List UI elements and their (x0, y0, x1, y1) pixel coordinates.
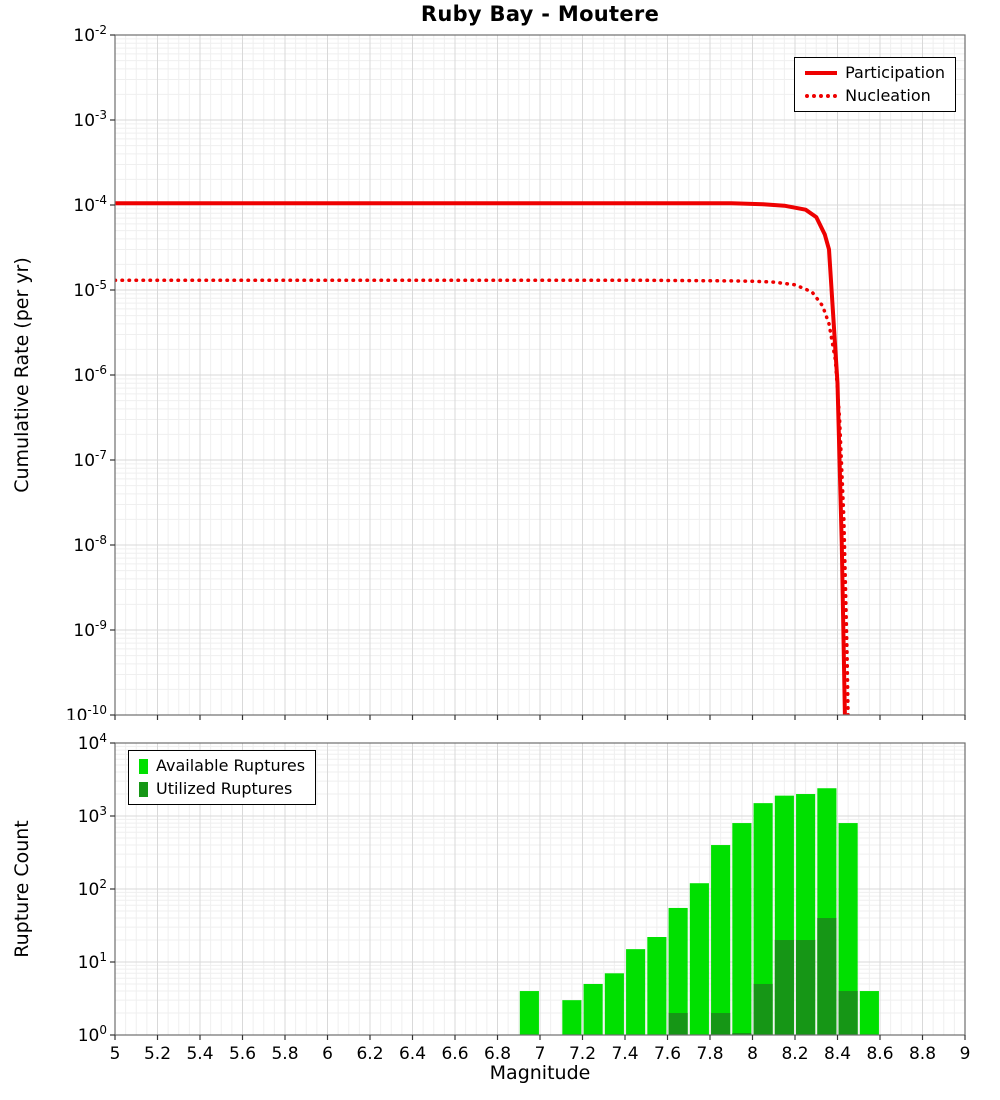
svg-text:5.4: 5.4 (186, 1044, 213, 1064)
available-bars (519, 788, 879, 1035)
svg-text:8.2: 8.2 (781, 1044, 808, 1064)
svg-text:8.4: 8.4 (824, 1044, 851, 1064)
svg-text:104: 104 (78, 731, 107, 754)
svg-text:8.8: 8.8 (909, 1044, 936, 1064)
count-legend: Available Ruptures Utilized Ruptures (128, 750, 317, 805)
participation-line-sample (805, 71, 838, 75)
svg-text:10-3: 10-3 (73, 108, 107, 131)
legend-row-available: Available Ruptures (139, 757, 305, 775)
svg-text:10-8: 10-8 (73, 533, 107, 556)
svg-text:7.4: 7.4 (611, 1044, 638, 1064)
legend-row-participation: Participation (805, 64, 945, 82)
svg-text:10-9: 10-9 (73, 618, 107, 641)
svg-text:10-6: 10-6 (73, 363, 107, 386)
available-label: Available Ruptures (156, 756, 306, 775)
svg-text:10-5: 10-5 (73, 278, 107, 301)
svg-text:102: 102 (78, 877, 107, 900)
participation-curve (115, 201, 847, 715)
rate-legend: Participation Nucleation (794, 57, 956, 112)
svg-text:103: 103 (78, 804, 107, 827)
svg-text:6.4: 6.4 (399, 1044, 426, 1064)
svg-text:5.6: 5.6 (229, 1044, 256, 1064)
svg-text:7: 7 (535, 1044, 546, 1064)
rate-y-axis-label: Cumulative Rate (per yr) (11, 257, 33, 493)
svg-text:6.2: 6.2 (356, 1044, 383, 1064)
svg-text:7.2: 7.2 (569, 1044, 596, 1064)
available-swatch (139, 758, 148, 774)
utilized-bars (668, 918, 858, 1035)
svg-text:5.2: 5.2 (144, 1044, 171, 1064)
axis-ticks: 10-10 10-9 10-8 10-7 10-6 10-5 10-4 10-3 10-2 (66, 23, 966, 720)
svg-text:7.8: 7.8 (696, 1044, 723, 1064)
count-chart-svg: 100 101 102 103 104 5 5.2 5.4 5.6 5.8 6 6.2 6.4 6.6 6.… (78, 731, 971, 1064)
x-axis-label: Magnitude (489, 1062, 591, 1084)
legend-row-nucleation: Nucleation (805, 87, 945, 105)
utilized-label: Utilized Ruptures (156, 779, 293, 798)
participation-label: Participation (845, 63, 945, 82)
nucleation-line-sample (805, 94, 838, 98)
svg-text:6: 6 (322, 1044, 333, 1064)
svg-text:10-4: 10-4 (73, 193, 107, 216)
svg-text:5.8: 5.8 (271, 1044, 298, 1064)
svg-text:9: 9 (960, 1044, 971, 1064)
nucleation-label: Nucleation (845, 86, 931, 105)
count-y-axis-label: Rupture Count (11, 820, 33, 958)
svg-text:5: 5 (110, 1044, 121, 1064)
svg-text:8: 8 (747, 1044, 758, 1064)
nucleation-curve (115, 278, 850, 715)
svg-text:100: 100 (78, 1023, 107, 1046)
svg-text:7.6: 7.6 (654, 1044, 681, 1064)
svg-text:6.6: 6.6 (441, 1044, 468, 1064)
svg-text:101: 101 (78, 950, 107, 973)
svg-text:10-7: 10-7 (73, 448, 107, 471)
svg-text:6.8: 6.8 (484, 1044, 511, 1064)
svg-text:10-10: 10-10 (66, 703, 107, 720)
rate-chart-svg: 10-10 10-9 10-8 10-7 10-6 10-5 10-4 10-3 10-2 (66, 23, 966, 720)
utilized-swatch (139, 781, 148, 797)
legend-row-utilized: Utilized Ruptures (139, 780, 305, 798)
svg-text:10-2: 10-2 (73, 23, 107, 46)
chart-title: Ruby Bay - Moutere (420, 2, 660, 26)
svg-text:8.6: 8.6 (866, 1044, 893, 1064)
